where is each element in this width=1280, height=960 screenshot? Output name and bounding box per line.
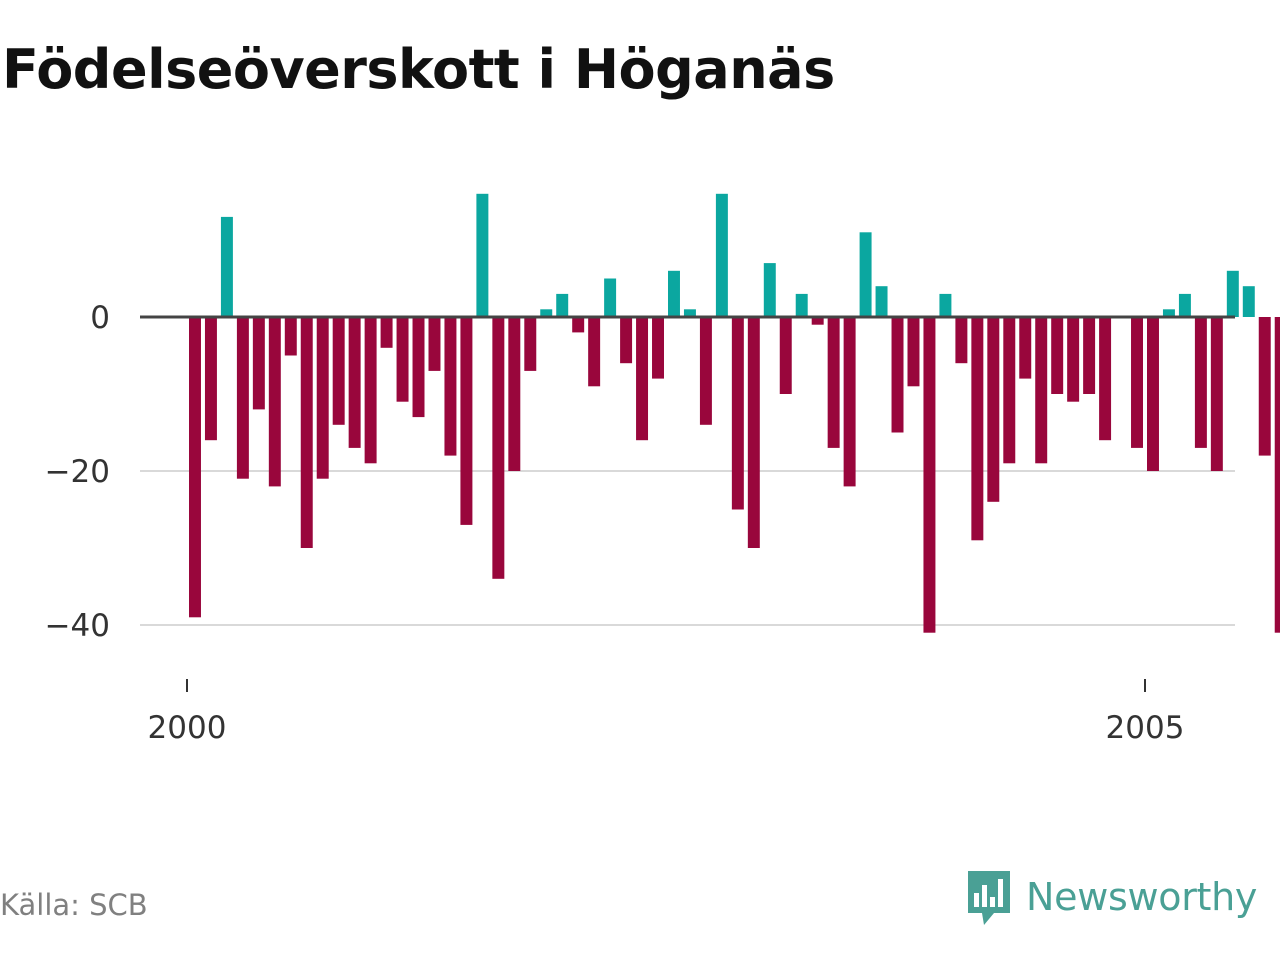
bar <box>1083 317 1096 394</box>
x-tick-label: 2005 <box>1106 710 1185 746</box>
bar <box>1019 317 1032 379</box>
bar <box>508 317 521 471</box>
bar <box>476 193 489 317</box>
bar <box>699 317 712 425</box>
newsworthy-logo-icon <box>968 871 1010 925</box>
y-tick-label: −20 <box>45 454 110 490</box>
bar <box>1035 317 1048 464</box>
bar <box>731 317 744 510</box>
bar <box>971 317 984 541</box>
y-axis-labels: 0 −20 −40 <box>45 300 110 644</box>
bar <box>1258 317 1271 456</box>
brand-name: Newsworthy <box>1026 875 1258 919</box>
bar <box>779 317 792 394</box>
bar <box>875 286 888 317</box>
bar <box>859 232 872 317</box>
bar <box>1226 270 1239 317</box>
bar <box>1003 317 1016 464</box>
bar <box>316 317 329 479</box>
bar <box>460 317 473 525</box>
bar <box>683 309 696 317</box>
bar <box>1194 317 1207 448</box>
bar <box>1162 309 1175 317</box>
bar <box>524 317 537 371</box>
bar <box>668 270 680 317</box>
bar <box>252 317 265 410</box>
bar <box>1210 317 1223 471</box>
bar <box>220 216 233 317</box>
bar <box>923 317 936 633</box>
bar <box>236 317 249 479</box>
bar <box>572 317 585 333</box>
bar <box>843 317 856 487</box>
bar <box>1067 317 1080 402</box>
bar <box>364 317 377 464</box>
bar <box>827 317 840 448</box>
bar <box>1099 317 1112 441</box>
bar <box>204 317 217 441</box>
bar <box>556 293 569 317</box>
bar <box>795 293 808 317</box>
bar <box>747 317 760 548</box>
bar <box>1147 317 1159 471</box>
chart-title: Födelseöverskott i Höganäs <box>2 38 835 101</box>
bar <box>763 263 776 317</box>
bars <box>189 193 1280 633</box>
bar <box>1131 317 1143 448</box>
source-label: Källa: SCB <box>0 888 148 922</box>
bar <box>492 317 505 579</box>
bar <box>444 317 457 456</box>
bar <box>636 317 649 441</box>
bar <box>396 317 409 402</box>
bar <box>588 317 601 387</box>
bar <box>1178 293 1191 317</box>
bar <box>939 293 952 317</box>
y-tick-label: −40 <box>45 608 110 644</box>
bar <box>332 317 345 425</box>
bar <box>891 317 904 433</box>
brand-logo[interactable]: Newsworthy <box>964 866 1257 928</box>
bar <box>604 278 617 317</box>
x-tick-label: 2000 <box>148 710 227 746</box>
bar <box>652 317 664 379</box>
bar <box>955 317 968 364</box>
bar <box>540 309 553 317</box>
bar <box>189 317 201 618</box>
y-tick-label: 0 <box>90 300 110 336</box>
bar <box>348 317 361 448</box>
bar <box>811 317 824 325</box>
bar <box>1242 286 1255 317</box>
bar <box>268 317 281 487</box>
bar <box>300 317 313 548</box>
bar <box>907 317 920 387</box>
bar <box>284 317 297 356</box>
bar <box>987 317 1000 502</box>
x-axis: 200020052010201520202025 <box>148 679 1185 746</box>
bar <box>620 317 633 364</box>
bar <box>715 193 728 317</box>
bar <box>1051 317 1064 394</box>
bar <box>428 317 441 371</box>
bar <box>380 317 393 348</box>
bar <box>1274 317 1280 633</box>
bar <box>412 317 425 418</box>
